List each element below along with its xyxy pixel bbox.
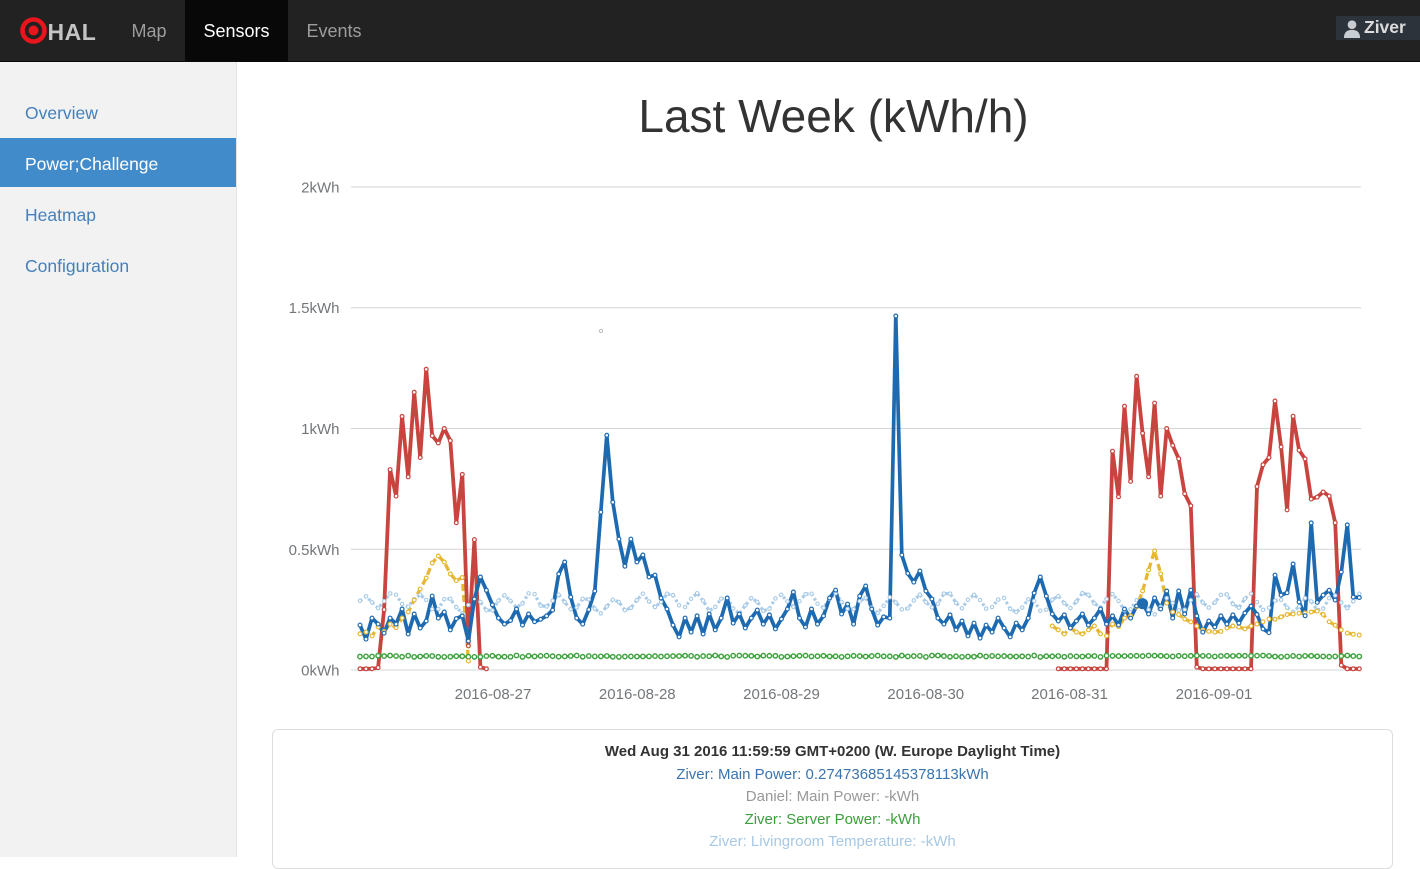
svg-text:2kWh: 2kWh (301, 180, 339, 197)
svg-text:2016-08-29: 2016-08-29 (743, 686, 820, 703)
svg-text:0kWh: 0kWh (301, 663, 339, 680)
svg-text:2016-08-31: 2016-08-31 (1031, 686, 1108, 703)
svg-text:2016-08-28: 2016-08-28 (599, 686, 676, 703)
svg-text:1kWh: 1kWh (301, 421, 339, 438)
svg-text:2016-08-27: 2016-08-27 (455, 686, 532, 703)
svg-text:1.5kWh: 1.5kWh (289, 300, 340, 317)
svg-text:0.5kWh: 0.5kWh (289, 542, 340, 559)
svg-text:2016-08-30: 2016-08-30 (887, 686, 964, 703)
svg-text:2016-09-01: 2016-09-01 (1176, 686, 1253, 703)
